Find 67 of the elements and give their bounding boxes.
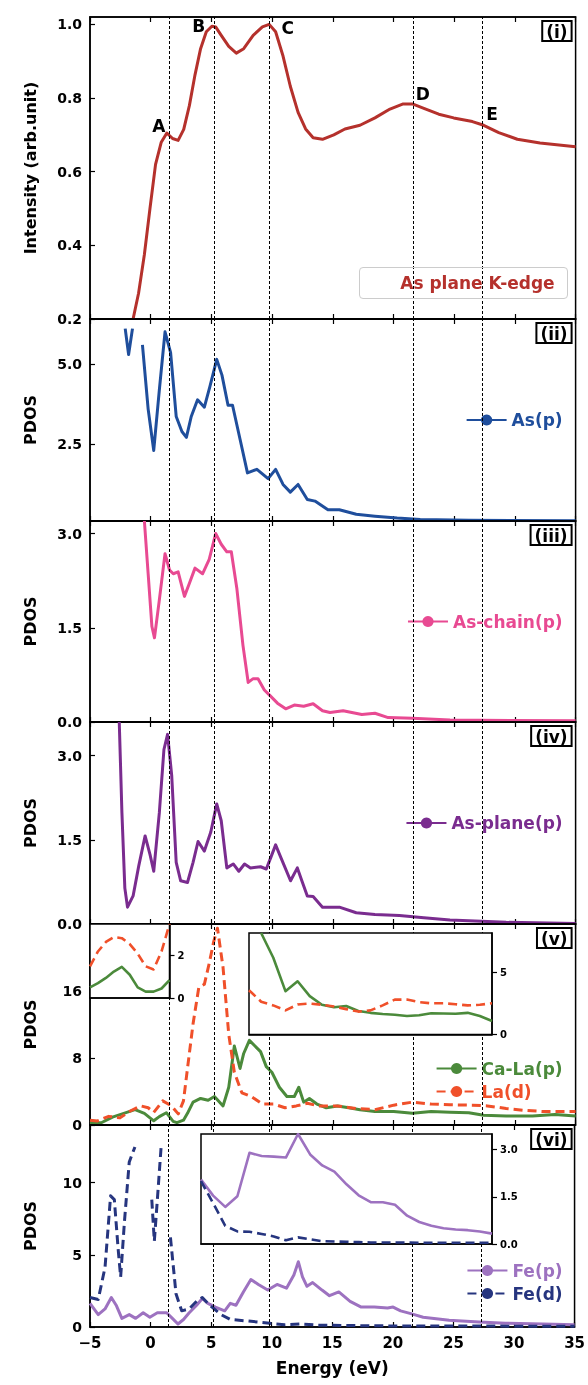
annotation: (ii) (540, 323, 568, 344)
annotation: D (415, 83, 430, 104)
legend-label: As-chain(p) (452, 611, 563, 632)
line-series (199, 1132, 494, 1235)
y-tick-label: 0 (72, 1319, 83, 1335)
y-tick-label: 5.0 (57, 355, 83, 372)
y-tick-label: 5 (72, 1246, 82, 1263)
y-tick-label: 10 (62, 1174, 83, 1191)
y-axis-title: PDOS (20, 596, 40, 647)
line-series (142, 519, 578, 723)
y-tick-label: 1.0 (57, 16, 83, 33)
y-tick-label: 1.5 (500, 1191, 518, 1203)
line-series (88, 965, 171, 993)
y-tick-label: 1.5 (57, 831, 82, 848)
y-tick-label: 8 (72, 1050, 82, 1066)
y-tick-label: 3.0 (57, 747, 83, 764)
line-series (247, 988, 494, 1013)
annotation: A (152, 115, 167, 136)
x-tick-label: 10 (261, 1333, 283, 1352)
line-series (88, 922, 171, 971)
y-tick-label: 0.8 (57, 90, 82, 107)
y-axis-title: Intensity (arb.unit) (20, 81, 40, 255)
y-tick-label: 0.0 (57, 714, 83, 730)
y-tick-label: 0.0 (500, 1238, 518, 1250)
annotation: C (281, 18, 294, 39)
annotation: (iv) (535, 726, 568, 747)
annotation: E (486, 103, 498, 124)
x-tick-label: 0 (145, 1333, 156, 1352)
legend-label: La(d) (481, 1081, 532, 1102)
y-tick-label: 0.2 (57, 311, 82, 327)
annotation: (i) (546, 21, 568, 42)
legend-label: Ca-La(p) (481, 1058, 563, 1079)
x-tick-label: 25 (442, 1333, 464, 1352)
line-series (117, 720, 578, 925)
x-tick-label: 15 (321, 1333, 343, 1352)
x-tick-label: 35 (564, 1333, 585, 1352)
annotation: (iii) (534, 525, 568, 546)
y-tick-label: 0 (72, 1117, 83, 1133)
annotation: (vi) (535, 1129, 568, 1150)
y-tick-label: 1.5 (57, 619, 82, 636)
legend-label: Fe(p) (512, 1260, 563, 1281)
x-tick-label: 5 (205, 1333, 217, 1352)
legend-label: As-plane(p) (451, 813, 563, 833)
y-tick-label: 2.5 (57, 436, 82, 453)
y-tick-label: 0 (500, 1028, 507, 1040)
y-axis-title: PDOS (20, 999, 40, 1050)
annotation: B (192, 16, 206, 37)
x-tick-label: 20 (382, 1333, 404, 1352)
y-tick-label: 3.0 (500, 1144, 518, 1156)
y-tick-label: 0.6 (57, 163, 82, 180)
y-tick-label: 3.0 (57, 525, 83, 542)
y-tick-label: 16 (62, 983, 82, 999)
y-tick-label: 0.4 (57, 237, 83, 254)
y-axis-title: PDOS (20, 797, 40, 849)
line-series (259, 931, 494, 1022)
y-tick-label: 0.0 (57, 916, 83, 932)
legend-label: Fe(d) (512, 1283, 563, 1304)
y-axis-title: PDOS (20, 1200, 40, 1252)
annotation: (v) (540, 928, 568, 949)
x-axis-title: Energy (eV) (275, 1357, 389, 1378)
text: As plane K-edge (400, 273, 555, 293)
y-axis-title: PDOS (20, 394, 40, 446)
x-tick-label: −5 (78, 1333, 102, 1352)
legend-label: As(p) (511, 410, 563, 430)
y-tick-label: 5 (500, 966, 507, 978)
y-tick-label: 2 (177, 950, 185, 962)
x-tick-label: 30 (503, 1333, 525, 1352)
